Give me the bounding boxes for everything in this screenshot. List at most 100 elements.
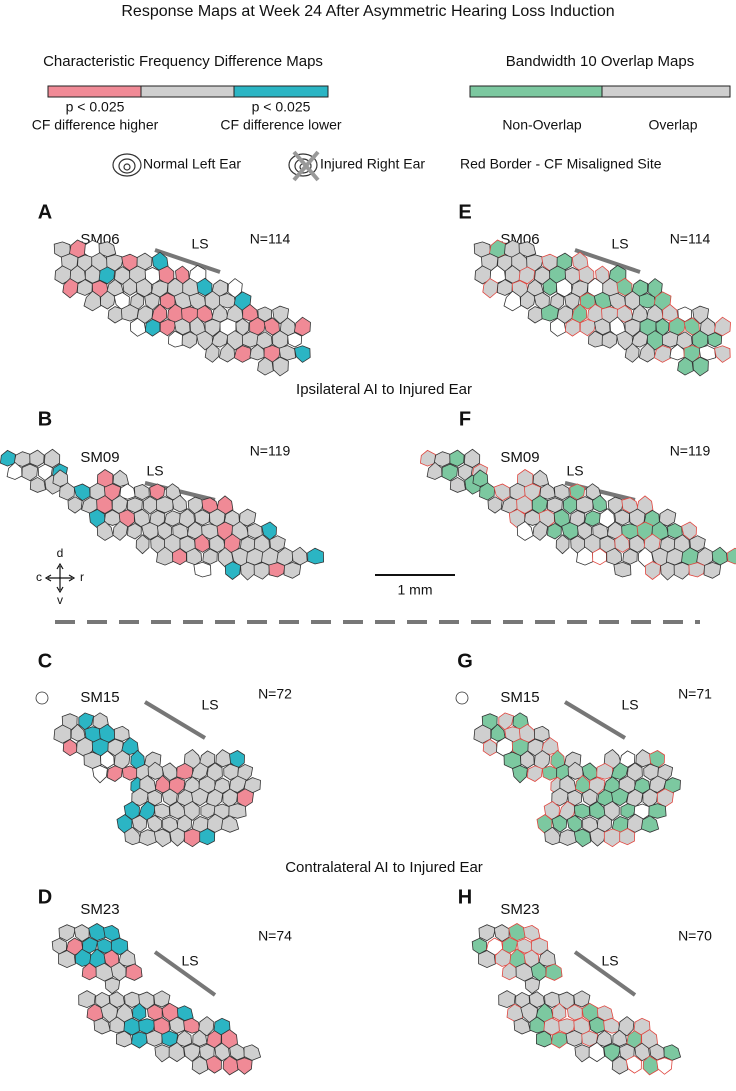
legend-label: CF difference higher — [32, 117, 159, 133]
cell — [612, 1029, 628, 1047]
cell — [532, 469, 550, 487]
cell — [257, 356, 274, 376]
cell — [473, 724, 492, 744]
ls-label: LS — [601, 953, 618, 969]
cell — [291, 546, 308, 566]
panel-letter: A — [38, 201, 52, 223]
cell — [688, 562, 706, 578]
panel-letter: H — [458, 886, 472, 908]
subject-label: SM15 — [80, 689, 119, 706]
cell — [161, 788, 178, 806]
n-label: N=71 — [678, 686, 712, 702]
cell — [196, 330, 214, 351]
cell — [35, 691, 49, 705]
cell — [215, 749, 232, 768]
cell — [640, 815, 660, 833]
cell — [532, 520, 549, 541]
cell — [653, 345, 672, 363]
cell — [136, 305, 154, 324]
cell — [567, 789, 583, 807]
cell — [106, 765, 123, 782]
cell — [131, 814, 148, 833]
cell — [478, 950, 496, 969]
cell — [644, 561, 661, 581]
cell — [133, 484, 150, 501]
cell — [551, 814, 568, 833]
ls-label: LS — [566, 463, 583, 479]
section-label: Contralateral AI to Injured Ear — [285, 859, 483, 876]
cell — [495, 948, 512, 967]
cell — [75, 948, 92, 967]
legend-swatch — [233, 85, 329, 98]
cell — [598, 508, 616, 529]
cell — [669, 343, 686, 361]
cell — [529, 1016, 546, 1034]
cell — [683, 317, 700, 336]
n-label: N=119 — [670, 443, 711, 459]
cell — [528, 991, 546, 1008]
orientation-label: v — [57, 593, 63, 607]
cell — [253, 562, 271, 580]
cell — [474, 265, 492, 285]
cell — [135, 534, 150, 555]
cell — [127, 522, 142, 540]
cell — [634, 1042, 651, 1062]
cell — [228, 803, 247, 819]
cell — [96, 938, 114, 954]
cell — [611, 787, 629, 807]
cell — [516, 938, 534, 954]
orientation-label: d — [57, 546, 64, 560]
legend-label: Normal Left Ear — [143, 156, 241, 172]
cell — [616, 277, 633, 297]
cell — [490, 723, 506, 742]
ls-line — [153, 950, 217, 997]
cell — [520, 750, 535, 769]
cell — [613, 561, 632, 578]
subject-label: SM09 — [500, 449, 539, 466]
cell — [581, 788, 598, 806]
cell — [553, 484, 570, 501]
cell — [530, 937, 549, 956]
cell — [183, 800, 200, 821]
cell — [673, 562, 691, 580]
legend-label: Non-Overlap — [502, 117, 582, 133]
cell — [487, 496, 503, 514]
ls-line — [154, 248, 221, 274]
cell — [703, 561, 722, 579]
cell — [616, 330, 634, 351]
cell — [218, 342, 236, 363]
cell — [209, 534, 226, 553]
cell — [512, 765, 528, 784]
cell — [539, 483, 556, 500]
cell — [58, 950, 76, 969]
subject-label: SM09 — [80, 449, 119, 466]
cell — [199, 828, 216, 846]
cell — [169, 827, 186, 847]
cell — [138, 829, 157, 846]
legend-heading: Bandwidth 10 Overlap Maps — [506, 53, 694, 70]
cell — [238, 508, 257, 527]
cell — [643, 763, 659, 781]
cell — [175, 1030, 193, 1047]
ls-label: LS — [621, 697, 638, 713]
cell — [54, 265, 72, 285]
cell — [132, 1002, 147, 1021]
ls-line — [143, 700, 207, 740]
cell — [419, 449, 436, 467]
cell — [115, 1030, 133, 1048]
cell — [540, 737, 559, 755]
cell — [98, 266, 116, 285]
cell — [575, 775, 592, 794]
ls-label: LS — [611, 236, 628, 252]
cell — [194, 533, 210, 553]
cell — [161, 1030, 179, 1047]
cell — [595, 1030, 613, 1047]
cell — [130, 317, 147, 337]
n-label: N=72 — [258, 686, 292, 702]
cell — [21, 463, 39, 482]
cell — [29, 476, 46, 493]
cell — [236, 1057, 253, 1075]
cell — [119, 483, 136, 500]
panel-letter: D — [38, 886, 52, 908]
cell — [104, 977, 121, 995]
